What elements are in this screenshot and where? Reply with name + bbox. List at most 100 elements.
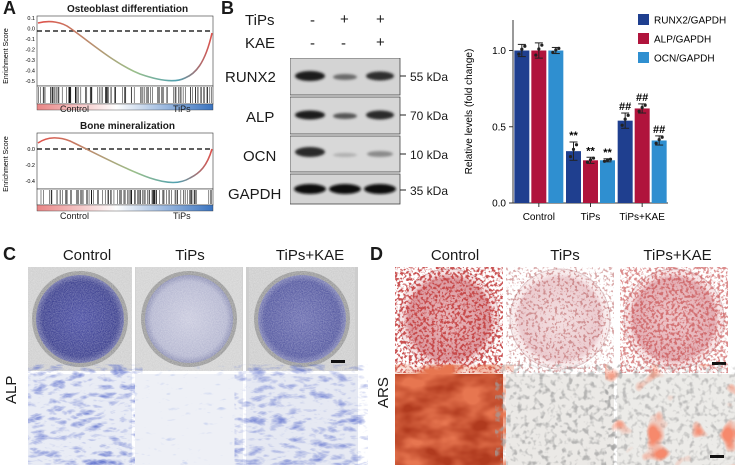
gsea-ytick: -0.5 — [26, 79, 35, 85]
legend-swatch — [638, 33, 649, 44]
data-point — [517, 52, 521, 56]
data-point — [534, 53, 538, 57]
gsea-ylabel-osteoblast: Enrichment Score — [3, 28, 10, 84]
bar — [548, 50, 564, 203]
legend-swatch — [638, 14, 649, 25]
data-point — [574, 143, 579, 147]
data-point — [623, 117, 627, 121]
gsea-ylabel-bone: Enrichment Score — [3, 136, 10, 192]
wb-sign: - — [310, 35, 315, 52]
significance-mark: ## — [636, 92, 648, 104]
y-tick-label: 1.0 — [492, 46, 506, 57]
wb-sign: - — [310, 12, 315, 29]
significance-mark: ## — [653, 124, 665, 136]
ars-condition-tips-kae: TiPs+KAE — [643, 247, 712, 264]
alp-condition-control: Control — [62, 247, 112, 264]
wb-kda-runx2: 55 kDa — [410, 70, 449, 84]
y-tick-label: 0.5 — [492, 122, 506, 133]
y-axis-label: Relative levels (fold change) — [464, 49, 475, 175]
bar — [600, 160, 615, 203]
wb-band-image — [290, 58, 406, 205]
ars-condition-control: Control — [430, 247, 480, 264]
significance-mark: ** — [569, 130, 578, 142]
gsea-left-label-osteoblast: Control — [60, 104, 90, 114]
gsea-right-label-bone: TiPs — [173, 211, 191, 221]
gsea-ytick: 0.0 — [27, 147, 35, 153]
data-point — [637, 109, 641, 113]
significance-mark: ## — [619, 101, 631, 113]
wb-kda-gapdh: 35 kDa — [410, 184, 449, 198]
data-point — [588, 158, 593, 162]
data-point — [608, 157, 613, 161]
wb-protein-ocn: OCN — [243, 148, 277, 165]
data-point — [660, 135, 664, 139]
x-tick-label: TiPs+KAE — [619, 212, 665, 223]
data-point — [523, 44, 527, 48]
data-point — [605, 158, 610, 162]
bar — [514, 50, 530, 203]
gsea-curve-osteoblast: Enrichment Score 0.1 0.0 -0.1 -0.2 -0.3 -0.4 -… — [3, 15, 214, 111]
bar — [651, 140, 667, 203]
bar-chart: 0.0 0.5 1.0 Relative levels (fold change) Co… — [464, 14, 726, 223]
gsea-ytick: -0.3 — [26, 58, 35, 64]
panel-label-b: B — [221, 0, 234, 18]
gsea-ytick: -0.4 — [26, 179, 35, 185]
legend-label: OCN/GAPDH — [654, 54, 715, 65]
alp-condition-tips-kae: TiPs+KAE — [275, 247, 345, 264]
gsea-title-bone: Bone mineralization — [79, 121, 175, 132]
significance-mark: ** — [586, 145, 595, 157]
ars-condition-tips: TiPs — [550, 247, 580, 264]
gsea-ytick: 0.1 — [27, 16, 35, 22]
legend-label: ALP/GAPDH — [654, 35, 711, 46]
gsea-ytick: -0.4 — [26, 69, 35, 75]
data-point — [551, 50, 555, 54]
bar — [583, 160, 598, 203]
gsea-right-label-osteoblast: TiPs — [173, 104, 191, 114]
data-point — [554, 48, 558, 52]
wb-sign: + — [376, 11, 385, 28]
wb-protein-gapdh: GAPDH — [228, 186, 282, 203]
gsea-curve-bone: Enrichment Score 0.0 -0.2 -0.4 — [3, 132, 214, 212]
alp-side-label: ALP — [3, 375, 20, 404]
bar — [566, 151, 581, 203]
data-point — [602, 159, 607, 163]
wb-protein-runx2: RUNX2 — [225, 69, 276, 86]
bar — [617, 120, 633, 203]
gsea-left-label-bone: Control — [60, 211, 90, 221]
alp-condition-tips: TiPs — [175, 247, 205, 264]
data-point — [654, 141, 658, 145]
data-point — [591, 156, 596, 160]
bar — [531, 50, 547, 203]
data-point — [620, 123, 624, 127]
ars-side-label: ARS — [375, 377, 392, 408]
bar — [634, 108, 650, 203]
data-point — [571, 147, 576, 151]
wb-row-label-kae: KAE — [245, 35, 276, 52]
data-point — [657, 137, 661, 142]
data-point — [643, 103, 647, 107]
gsea-ytick: -0.2 — [26, 48, 35, 54]
x-tick-label: TiPs — [581, 212, 601, 223]
data-point — [540, 43, 544, 47]
alp-stain-images — [28, 267, 358, 465]
y-tick-label: 0.0 — [492, 199, 506, 210]
x-tick-label: Control — [523, 212, 555, 223]
legend-label: RUNX2/GAPDH — [654, 16, 726, 27]
wb-sign: - — [341, 35, 346, 52]
wb-kda-alp: 70 kDa — [410, 109, 449, 123]
gsea-ytick: 0.0 — [27, 27, 35, 33]
wb-kda-ocn: 10 kDa — [410, 148, 449, 162]
data-point — [537, 47, 541, 51]
panel-label-c: C — [3, 244, 16, 264]
legend-swatch — [638, 52, 649, 63]
panel-label-d: D — [370, 244, 383, 264]
data-point — [585, 160, 590, 164]
wb-row-label-tips: TiPs — [245, 12, 275, 29]
wb-sign: + — [376, 34, 385, 51]
gsea-ytick: -0.1 — [26, 37, 35, 43]
ars-stain-images — [395, 267, 735, 465]
data-point — [557, 46, 561, 50]
wb-protein-alp: ALP — [246, 109, 275, 126]
wb-sign: + — [340, 11, 349, 28]
data-point — [568, 155, 573, 159]
